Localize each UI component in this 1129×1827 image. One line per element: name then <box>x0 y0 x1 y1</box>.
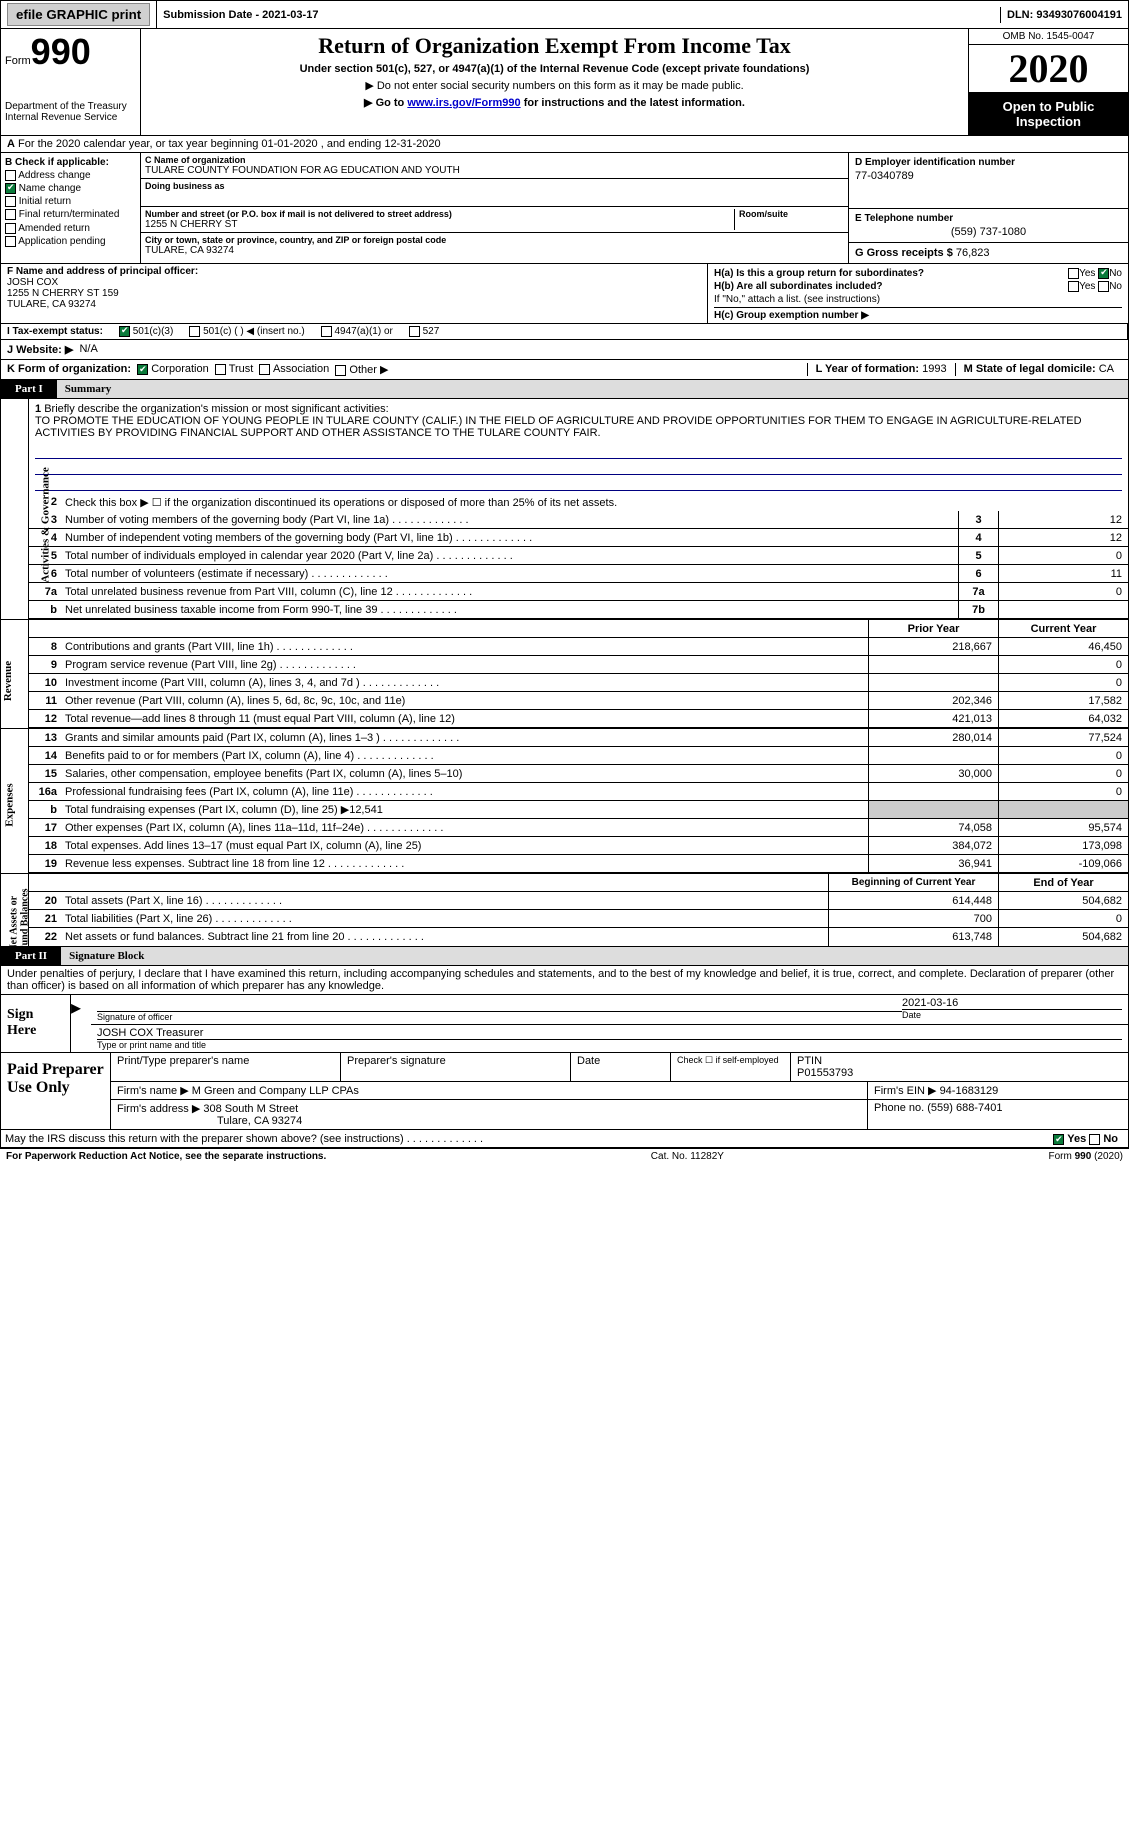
checkbox-corp[interactable] <box>137 364 148 375</box>
side-governance: Activities & Governance <box>39 468 51 583</box>
submission-date: Submission Date - 2021-03-17 <box>157 7 1001 23</box>
val-21p: 700 <box>828 910 998 927</box>
box-deg: D Employer identification number 77-0340… <box>848 153 1128 263</box>
val-13c: 77,524 <box>998 729 1128 746</box>
firm-ein: 94-1683129 <box>940 1085 999 1097</box>
val-6: 11 <box>998 565 1128 582</box>
val-10c: 0 <box>998 674 1128 691</box>
val-18p: 384,072 <box>868 837 998 854</box>
val-17c: 95,574 <box>998 819 1128 836</box>
firm-addr2: Tulare, CA 93274 <box>217 1115 302 1127</box>
val-14c: 0 <box>998 747 1128 764</box>
val-7a: 0 <box>998 583 1128 600</box>
top-bar: efile GRAPHIC print Submission Date - 20… <box>0 0 1129 29</box>
val-16ac: 0 <box>998 783 1128 800</box>
line-1: 1 Briefly describe the organization's mi… <box>29 399 1128 443</box>
officer-printed-name: JOSH COX Treasurer <box>97 1027 1122 1039</box>
val-3: 12 <box>998 511 1128 528</box>
phone: (559) 737-1080 <box>855 226 1122 238</box>
subtitle-1: Under section 501(c), 527, or 4947(a)(1)… <box>145 63 964 75</box>
form-header: Form990 Department of the Treasury Inter… <box>0 29 1129 136</box>
footer: For Paperwork Reduction Act Notice, see … <box>0 1149 1129 1164</box>
val-4: 12 <box>998 529 1128 546</box>
officer-name: JOSH COX <box>7 277 58 288</box>
box-f: F Name and address of principal officer:… <box>1 264 708 323</box>
val-22p: 613,748 <box>828 928 998 946</box>
ptin: P01553793 <box>797 1067 853 1079</box>
year-formation: 1993 <box>922 363 946 375</box>
checkbox-discuss-yes[interactable] <box>1053 1134 1064 1145</box>
box-h: H(a) Is this a group return for subordin… <box>708 264 1128 323</box>
street-address: 1255 N CHERRY ST <box>145 219 734 230</box>
checkbox-ha-no[interactable] <box>1098 268 1109 279</box>
val-12c: 64,032 <box>998 710 1128 727</box>
val-13p: 280,014 <box>868 729 998 746</box>
val-17p: 74,058 <box>868 819 998 836</box>
dept-treasury: Department of the Treasury Internal Reve… <box>5 101 136 123</box>
form-footer: Form 990 (2020) <box>1049 1151 1123 1162</box>
val-19c: -109,066 <box>998 855 1128 872</box>
val-15c: 0 <box>998 765 1128 782</box>
checkbox-name-change[interactable] <box>5 183 16 194</box>
org-name: TULARE COUNTY FOUNDATION FOR AG EDUCATIO… <box>145 165 844 176</box>
open-to-public: Open to Public Inspection <box>969 93 1128 135</box>
website: N/A <box>79 343 97 356</box>
val-12p: 421,013 <box>868 710 998 727</box>
row-fh: F Name and address of principal officer:… <box>0 264 1129 324</box>
boxes-bcdeg: B Check if applicable: Address change Na… <box>0 153 1129 264</box>
subtitle-2: ▶ Do not enter social security numbers o… <box>145 79 964 92</box>
part-2-header: Part II Signature Block <box>0 947 1129 966</box>
val-20c: 504,682 <box>998 892 1128 909</box>
ein: 77-0340789 <box>855 170 1122 182</box>
mission-text: TO PROMOTE THE EDUCATION OF YOUNG PEOPLE… <box>35 415 1122 439</box>
city-state-zip: TULARE, CA 93274 <box>145 245 844 256</box>
box-b: B Check if applicable: Address change Na… <box>1 153 141 263</box>
tax-year: 2020 <box>969 45 1128 93</box>
side-expenses: Expenses <box>3 784 15 827</box>
dln: DLN: 93493076004191 <box>1001 7 1128 23</box>
val-18c: 173,098 <box>998 837 1128 854</box>
irs-link[interactable]: www.irs.gov/Form990 <box>407 97 520 109</box>
val-19p: 36,941 <box>868 855 998 872</box>
sign-here-label: Sign Here <box>1 995 71 1052</box>
main-title: Return of Organization Exempt From Incom… <box>145 33 964 59</box>
firm-name: M Green and Company LLP CPAs <box>192 1085 359 1097</box>
firm-phone: (559) 688-7401 <box>927 1102 1002 1114</box>
box-c: C Name of organization TULARE COUNTY FOU… <box>141 153 848 263</box>
row-klm: K Form of organization: Corporation Trus… <box>0 360 1129 380</box>
section-a: A For the 2020 calendar year, or tax yea… <box>0 136 1129 153</box>
omb-number: OMB No. 1545-0047 <box>969 29 1128 45</box>
val-11c: 17,582 <box>998 692 1128 709</box>
part-1-header: Part I Summary <box>0 380 1129 399</box>
side-revenue: Revenue <box>2 661 14 701</box>
state-domicile: CA <box>1099 363 1114 375</box>
firm-addr1: 308 South M Street <box>203 1103 298 1115</box>
val-11p: 202,346 <box>868 692 998 709</box>
val-15p: 30,000 <box>868 765 998 782</box>
val-22c: 504,682 <box>998 928 1128 946</box>
val-8c: 46,450 <box>998 638 1128 655</box>
form-number: 990 <box>31 31 91 72</box>
val-9c: 0 <box>998 656 1128 673</box>
form-label: Form <box>5 55 31 67</box>
val-21c: 0 <box>998 910 1128 927</box>
perjury-text: Under penalties of perjury, I declare th… <box>1 966 1128 995</box>
cat-no: Cat. No. 11282Y <box>651 1151 724 1162</box>
paid-preparer-label: Paid Preparer Use Only <box>1 1053 111 1129</box>
val-20p: 614,448 <box>828 892 998 909</box>
side-netassets: Net Assets or Fund Balances <box>8 889 30 952</box>
val-8p: 218,667 <box>868 638 998 655</box>
sign-date: 2021-03-16 <box>902 997 1122 1009</box>
row-j: J Website: ▶ N/A <box>0 340 1129 360</box>
val-5: 0 <box>998 547 1128 564</box>
gross-receipts: 76,823 <box>956 247 990 259</box>
checkbox-501c3[interactable] <box>119 326 130 337</box>
subtitle-3: ▶ Go to www.irs.gov/Form990 for instruct… <box>145 96 964 109</box>
efile-print-button[interactable]: efile GRAPHIC print <box>7 3 150 26</box>
val-7b <box>998 601 1128 618</box>
